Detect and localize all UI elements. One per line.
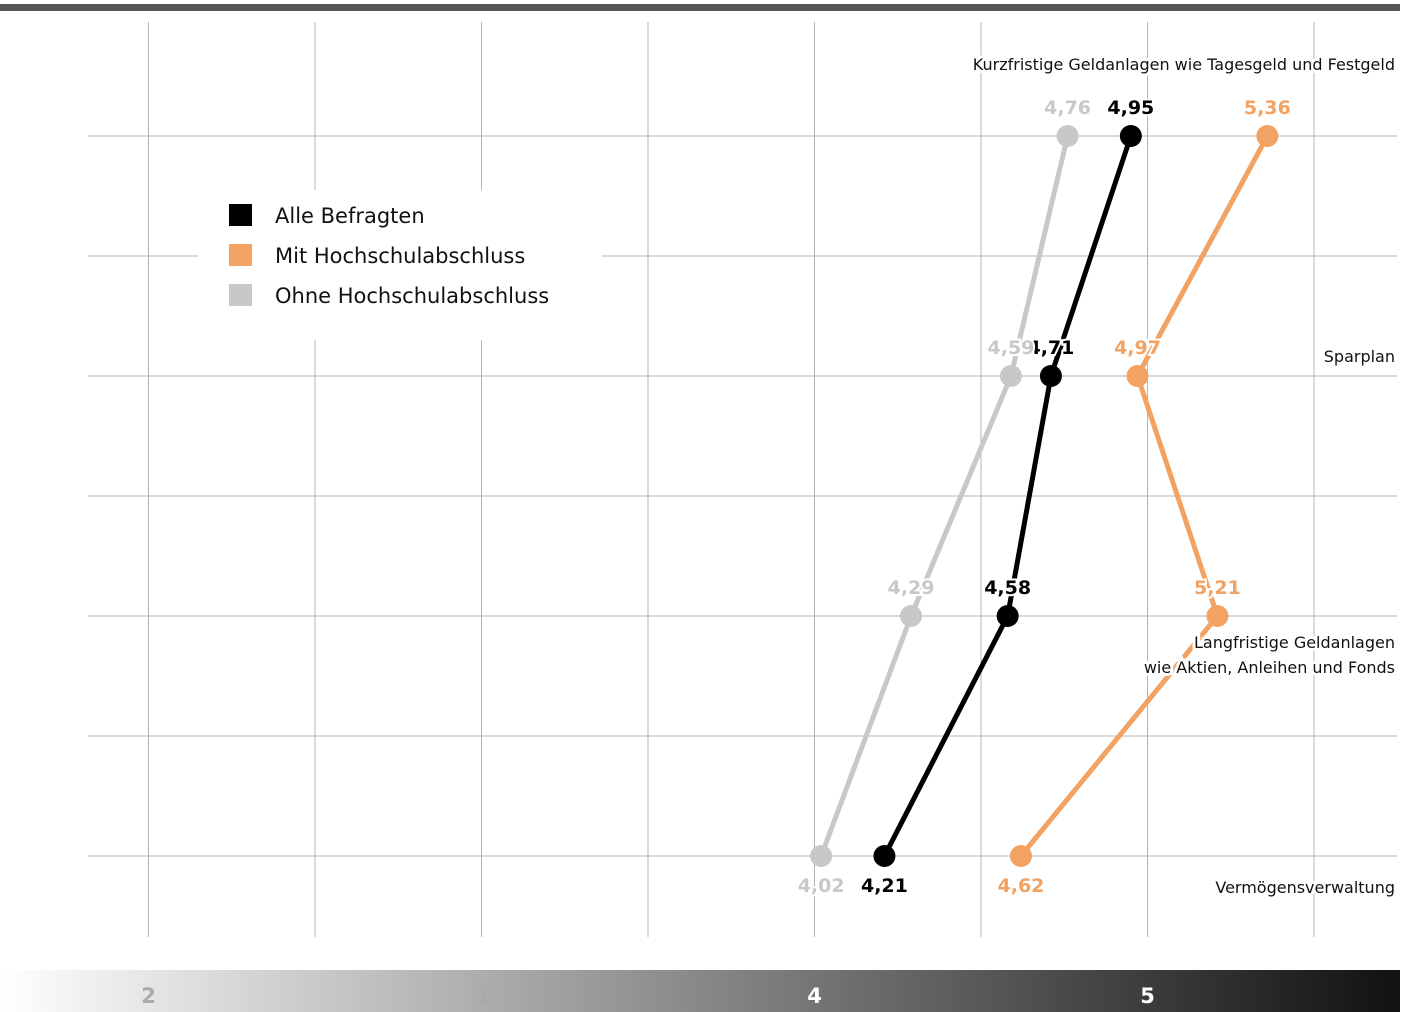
data-point: [900, 605, 923, 627]
x-tick-label: 2: [141, 984, 156, 1008]
value-label: 5,21: [1194, 577, 1241, 599]
x-tick-label: 3: [474, 984, 489, 1008]
value-label: 4,76: [1044, 97, 1091, 119]
legend-label: Mit Hochschulabschluss: [275, 244, 525, 268]
data-point: [810, 845, 833, 867]
data-point: [1056, 125, 1079, 147]
value-label: 4,97: [1114, 337, 1161, 359]
data-point: [1119, 125, 1142, 147]
data-point: [999, 365, 1022, 387]
value-label: 4,29: [888, 577, 935, 599]
value-label: 4,95: [1107, 97, 1154, 119]
series-line: [881, 133, 1134, 859]
category-labels: Kurzfristige Geldanlagen wie Tagesgeld u…: [970, 52, 1398, 900]
data-point: [1009, 845, 1032, 867]
category-label: Vermögensverwaltung: [1215, 878, 1395, 897]
top-bar: [0, 4, 1400, 11]
legend-swatch: [229, 284, 252, 306]
value-label: 5,36: [1244, 97, 1291, 119]
horizontal-gridlines: [88, 135, 1397, 857]
legend-background: [198, 190, 602, 340]
value-label: 4,21: [861, 875, 908, 897]
value-label: 4,71: [1027, 337, 1074, 359]
data-point: [873, 845, 896, 867]
x-axis-gradient: [0, 970, 1400, 1012]
value-label: 4,02: [798, 875, 845, 897]
data-point: [996, 605, 1019, 627]
value-labels: 4,95 4,71 4,58 4,21 5,36 4,97 5,21 4,62 4,76 4,59…: [796, 95, 1293, 899]
legend-label: Ohne Hochschulabschluss: [275, 284, 549, 308]
series-line: [1018, 133, 1270, 859]
legend-label: Alle Befragten: [275, 204, 425, 228]
category-label: wie Aktien, Anleihen und Fonds: [1144, 658, 1395, 677]
data-point: [1126, 365, 1149, 387]
category-label: Langfristige Geldanlagen: [1194, 633, 1395, 652]
x-tick-label: 4: [807, 984, 822, 1008]
value-label: 4,58: [984, 577, 1031, 599]
value-label: 4,62: [998, 875, 1045, 897]
series-points: [810, 125, 1279, 867]
series-line: [818, 133, 1071, 859]
data-point: [1256, 125, 1279, 147]
legend-swatch: [229, 204, 252, 226]
legend: Alle Befragten Mit Hochschulabschluss Ohne…: [229, 204, 549, 308]
value-label: 4,59: [988, 337, 1035, 359]
data-point: [1039, 365, 1062, 387]
x-tick-label: 5: [1140, 984, 1155, 1008]
series-lines: [818, 133, 1270, 859]
x-axis-ticks: 2 3 4 5: [141, 984, 1155, 1008]
category-label: Sparplan: [1324, 347, 1395, 366]
category-label: Kurzfristige Geldanlagen wie Tagesgeld u…: [973, 55, 1395, 74]
legend-swatch: [229, 244, 252, 266]
vertical-gridlines: [148, 22, 1315, 937]
data-point: [1206, 605, 1229, 627]
